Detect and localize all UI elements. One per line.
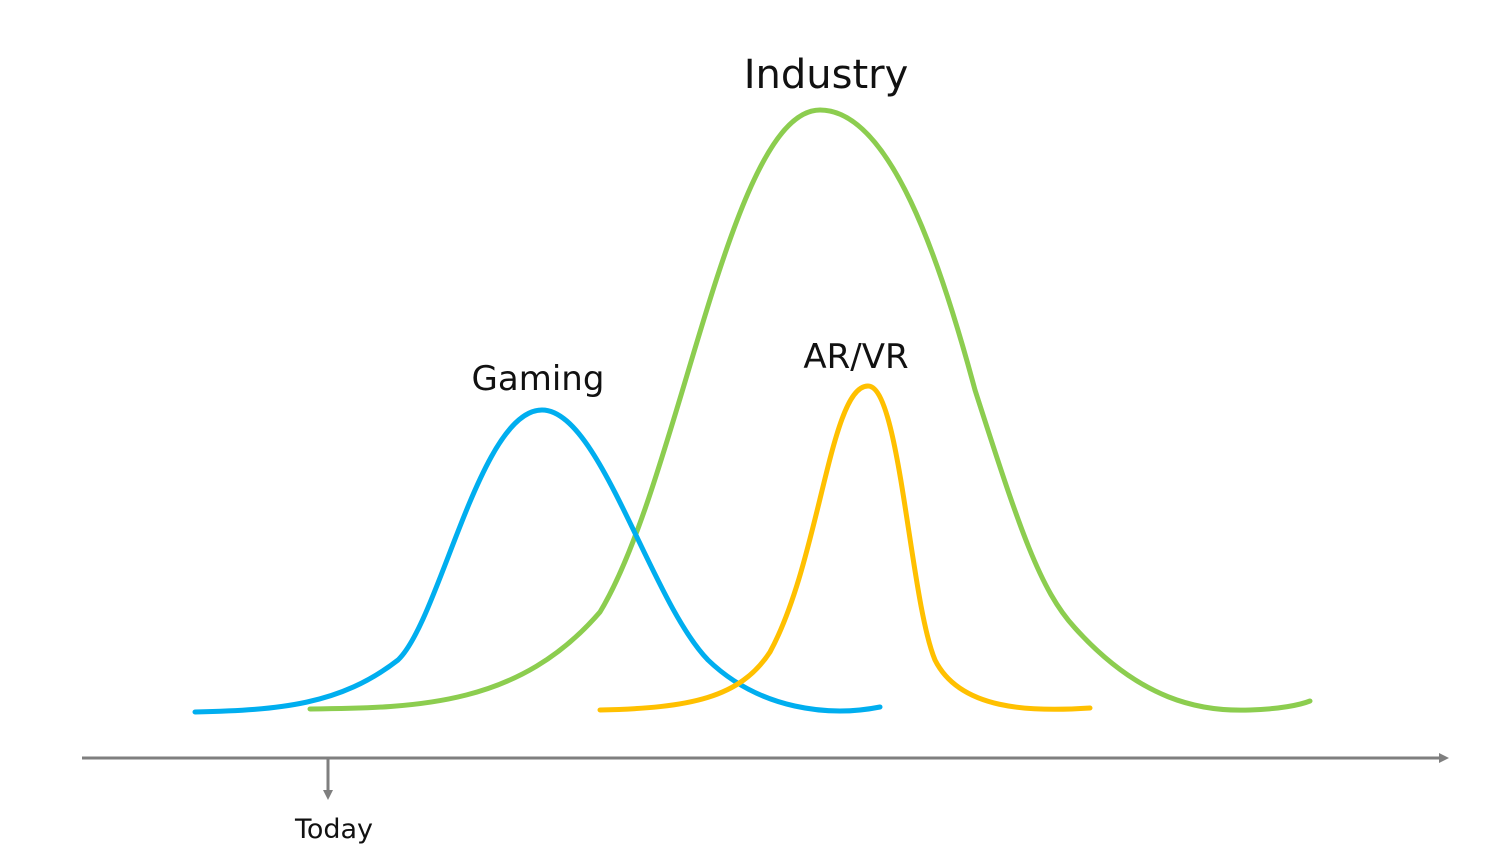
- industry-curve: [307, 107, 1313, 713]
- arvr-curve: [597, 383, 1093, 713]
- gaming-label: Gaming: [472, 359, 605, 399]
- arvr-label: AR/VR: [803, 337, 908, 377]
- industry-label: Industry: [744, 52, 909, 98]
- today-label: Today: [294, 814, 373, 845]
